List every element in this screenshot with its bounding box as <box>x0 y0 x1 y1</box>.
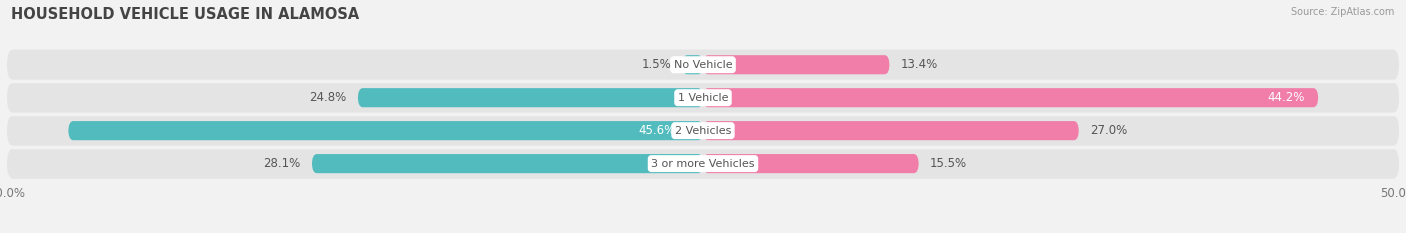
Text: 27.0%: 27.0% <box>1090 124 1128 137</box>
FancyBboxPatch shape <box>703 88 1319 107</box>
Text: 24.8%: 24.8% <box>309 91 347 104</box>
Text: HOUSEHOLD VEHICLE USAGE IN ALAMOSA: HOUSEHOLD VEHICLE USAGE IN ALAMOSA <box>11 7 360 22</box>
Text: No Vehicle: No Vehicle <box>673 60 733 70</box>
FancyBboxPatch shape <box>357 88 703 107</box>
Text: 45.6%: 45.6% <box>638 124 675 137</box>
Text: Source: ZipAtlas.com: Source: ZipAtlas.com <box>1291 7 1395 17</box>
Text: 1 Vehicle: 1 Vehicle <box>678 93 728 103</box>
FancyBboxPatch shape <box>7 116 1399 146</box>
FancyBboxPatch shape <box>703 55 890 74</box>
FancyBboxPatch shape <box>703 154 918 173</box>
FancyBboxPatch shape <box>7 82 1399 113</box>
Text: 15.5%: 15.5% <box>929 157 967 170</box>
Text: 28.1%: 28.1% <box>263 157 301 170</box>
FancyBboxPatch shape <box>7 148 1399 179</box>
FancyBboxPatch shape <box>69 121 703 140</box>
FancyBboxPatch shape <box>7 50 1399 80</box>
FancyBboxPatch shape <box>703 121 1078 140</box>
Text: 1.5%: 1.5% <box>641 58 671 71</box>
Text: 44.2%: 44.2% <box>1267 91 1305 104</box>
FancyBboxPatch shape <box>312 154 703 173</box>
Text: 2 Vehicles: 2 Vehicles <box>675 126 731 136</box>
FancyBboxPatch shape <box>682 55 703 74</box>
Text: 13.4%: 13.4% <box>901 58 938 71</box>
Text: 3 or more Vehicles: 3 or more Vehicles <box>651 159 755 169</box>
